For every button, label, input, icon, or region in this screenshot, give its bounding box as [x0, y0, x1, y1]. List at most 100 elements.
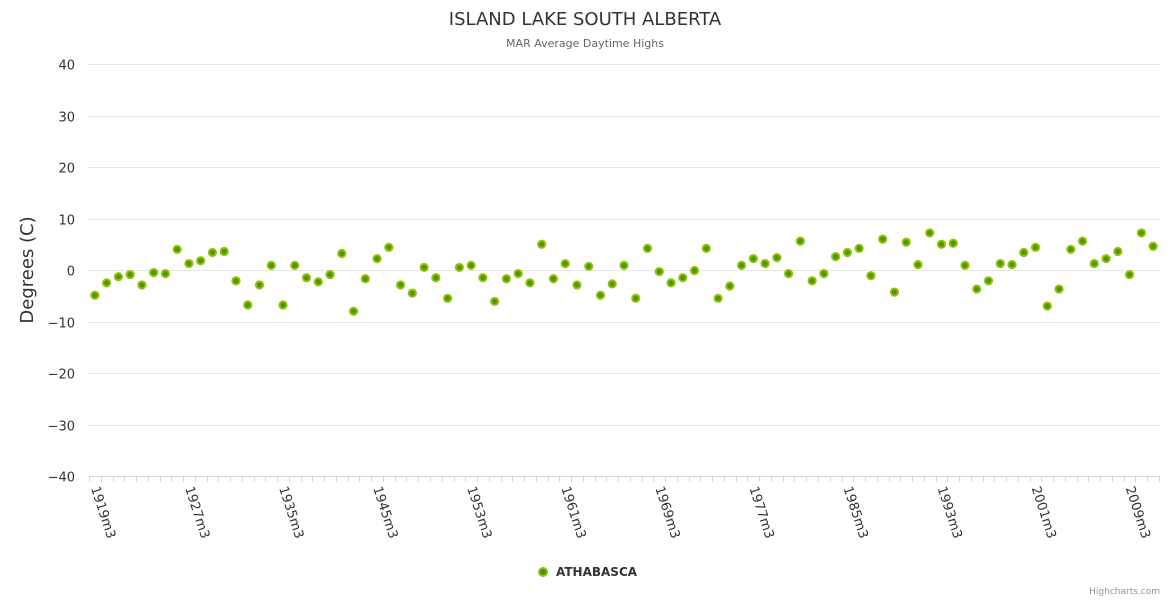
data-point[interactable] — [301, 273, 312, 283]
data-point[interactable] — [619, 260, 629, 270]
data-point[interactable] — [1042, 301, 1052, 311]
credits-link[interactable]: Highcharts.com — [1089, 587, 1160, 597]
data-point[interactable] — [419, 262, 429, 273]
data-point[interactable] — [1077, 236, 1088, 246]
data-point[interactable] — [172, 244, 182, 254]
data-point[interactable] — [243, 300, 253, 310]
data-point[interactable] — [831, 252, 841, 262]
data-point[interactable] — [102, 278, 112, 288]
data-point[interactable] — [219, 246, 229, 257]
data-point[interactable] — [772, 253, 782, 263]
data-point[interactable] — [913, 259, 923, 270]
data-point[interactable] — [1019, 247, 1029, 258]
data-point[interactable] — [725, 281, 735, 291]
data-point[interactable] — [466, 260, 476, 270]
data-point[interactable] — [631, 293, 641, 303]
data-point[interactable] — [490, 296, 500, 307]
data-point[interactable] — [395, 280, 406, 290]
data-point[interactable] — [278, 300, 288, 310]
data-point[interactable] — [501, 274, 512, 284]
data-point[interactable] — [678, 273, 688, 283]
data-point[interactable] — [1125, 270, 1135, 280]
data-point[interactable] — [901, 237, 911, 247]
data-point[interactable] — [1136, 228, 1146, 238]
data-point[interactable] — [595, 290, 606, 300]
grid-lines — [89, 64, 1159, 477]
data-point[interactable] — [125, 270, 135, 280]
data-point[interactable] — [960, 260, 970, 270]
data-point[interactable] — [313, 277, 323, 287]
data-point[interactable] — [807, 276, 817, 286]
data-point[interactable] — [1113, 246, 1123, 257]
data-point[interactable] — [1089, 258, 1099, 269]
data-point[interactable] — [548, 274, 559, 284]
y-tick-label: 40 — [58, 59, 75, 74]
data-point[interactable] — [1030, 242, 1041, 252]
data-point[interactable] — [972, 284, 982, 294]
data-point[interactable] — [936, 239, 947, 249]
data-point[interactable] — [231, 276, 241, 286]
data-point[interactable] — [184, 258, 194, 269]
data-point[interactable] — [478, 273, 488, 283]
data-point[interactable] — [1066, 244, 1076, 254]
data-point[interactable] — [360, 274, 370, 284]
data-point[interactable] — [160, 269, 171, 279]
data-point[interactable] — [443, 293, 453, 303]
data-point[interactable] — [878, 234, 888, 244]
data-point[interactable] — [525, 278, 535, 288]
data-point[interactable] — [736, 260, 747, 270]
data-point[interactable] — [889, 287, 900, 297]
data-point[interactable] — [584, 261, 594, 271]
legend-item-athabasca[interactable]: ATHABASCA — [538, 565, 638, 579]
data-point[interactable] — [513, 269, 523, 279]
data-point[interactable] — [572, 280, 582, 290]
data-point[interactable] — [689, 265, 700, 276]
data-point[interactable] — [995, 258, 1005, 269]
data-point[interactable] — [983, 276, 994, 286]
data-point[interactable] — [254, 280, 265, 290]
data-point[interactable] — [642, 243, 653, 253]
data-point[interactable] — [537, 239, 547, 249]
data-point[interactable] — [760, 258, 770, 269]
data-point[interactable] — [713, 293, 723, 303]
data-point[interactable] — [654, 266, 664, 277]
data-point[interactable] — [266, 260, 276, 270]
data-point[interactable] — [337, 248, 347, 259]
data-point[interactable] — [113, 272, 123, 282]
data-point[interactable] — [137, 280, 147, 290]
data-point[interactable] — [666, 278, 676, 288]
data-point[interactable] — [454, 262, 464, 273]
data-point[interactable] — [795, 236, 805, 246]
data-point[interactable] — [431, 273, 441, 283]
data-point[interactable] — [407, 288, 417, 298]
data-point[interactable] — [748, 254, 758, 264]
data-point[interactable] — [196, 256, 206, 266]
data-point[interactable] — [948, 238, 958, 248]
data-point[interactable] — [290, 260, 300, 270]
data-point[interactable] — [1054, 284, 1064, 294]
data-point[interactable] — [701, 243, 711, 253]
data-point[interactable] — [207, 247, 218, 258]
data-point[interactable] — [842, 247, 853, 258]
data-point[interactable] — [784, 269, 794, 279]
x-tick-label: 1919m3 — [87, 485, 118, 541]
data-point[interactable] — [90, 290, 100, 300]
data-point[interactable] — [854, 243, 864, 253]
y-axis-title: Degrees (C) — [17, 216, 38, 323]
data-point[interactable] — [325, 270, 335, 280]
data-point[interactable] — [560, 258, 570, 269]
data-point[interactable] — [925, 228, 935, 238]
data-point[interactable] — [348, 306, 359, 316]
data-point[interactable] — [1007, 259, 1017, 270]
data-point[interactable] — [1101, 254, 1111, 264]
data-point[interactable] — [384, 242, 394, 252]
data-point[interactable] — [607, 279, 617, 289]
data-point[interactable] — [819, 269, 829, 279]
y-tick-label: −30 — [48, 420, 75, 435]
data-point[interactable] — [372, 254, 382, 264]
x-tick-label: 1935m3 — [275, 485, 306, 541]
data-point[interactable] — [149, 267, 159, 278]
data-point[interactable] — [866, 271, 876, 281]
data-point[interactable] — [1148, 241, 1158, 251]
